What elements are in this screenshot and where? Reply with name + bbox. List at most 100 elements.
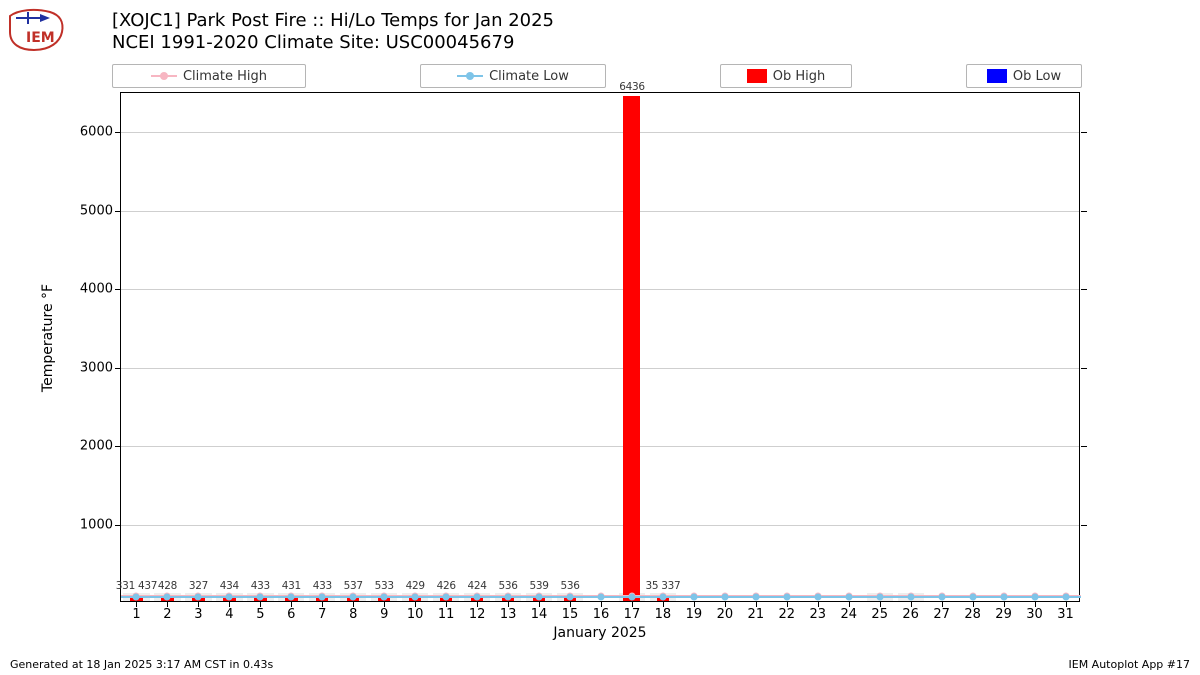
xtick-label: 9 <box>380 607 388 622</box>
ytick <box>115 211 121 212</box>
xtick-label: 20 <box>717 607 734 622</box>
climate-low-point <box>319 594 326 601</box>
climate-low-point <box>164 594 171 601</box>
x-axis-label: January 2025 <box>553 625 646 641</box>
xtick-label: 22 <box>779 607 796 622</box>
gridline <box>121 289 1079 290</box>
xtick-label: 15 <box>562 607 579 622</box>
climate-low-point <box>226 594 233 601</box>
climate-low-point <box>257 594 264 601</box>
climate-low-point <box>536 594 543 601</box>
climate-low-point <box>288 594 295 601</box>
legend-item: Climate High <box>112 64 306 88</box>
footer-app: IEM Autoplot App #17 <box>1069 658 1191 671</box>
obs-value-label: 331 437 <box>116 580 157 592</box>
gridline <box>121 368 1079 369</box>
obs-value-label: 536 <box>499 580 518 592</box>
climate-low-point <box>474 594 481 601</box>
xtick-label: 8 <box>349 607 357 622</box>
xtick-label: 17 <box>624 607 641 622</box>
obs-value-label: 431 <box>282 580 301 592</box>
obs-value-label: 536 <box>560 580 579 592</box>
xtick-label: 13 <box>500 607 517 622</box>
gridline <box>121 211 1079 212</box>
ytick-label: 4000 <box>80 282 113 297</box>
xtick-label: 28 <box>964 607 981 622</box>
y-axis-label: Temperature °F <box>40 283 56 391</box>
ytick-label: 5000 <box>80 203 113 218</box>
gridline <box>121 525 1079 526</box>
ytick <box>1081 132 1087 133</box>
xtick-label: 27 <box>933 607 950 622</box>
climate-low-point <box>1031 594 1038 601</box>
xtick-label: 3 <box>194 607 202 622</box>
climate-low-point <box>133 594 140 601</box>
title-line1: [XOJC1] Park Post Fire :: Hi/Lo Temps fo… <box>112 10 554 32</box>
climate-low-point <box>567 594 574 601</box>
ytick-label: 3000 <box>80 360 113 375</box>
obs-value-label: 424 <box>468 580 487 592</box>
obs-value-label: 327 <box>189 580 208 592</box>
climate-low-point <box>969 594 976 601</box>
ytick <box>1081 368 1087 369</box>
title-line2: NCEI 1991-2020 Climate Site: USC00045679 <box>112 32 554 54</box>
ytick <box>1081 446 1087 447</box>
ytick <box>115 368 121 369</box>
climate-low-point <box>1000 594 1007 601</box>
obs-value-label: 35 337 <box>645 580 680 592</box>
xtick-label: 21 <box>748 607 765 622</box>
xtick-label: 10 <box>407 607 424 622</box>
ytick <box>1081 525 1087 526</box>
climate-low-point <box>350 594 357 601</box>
climate-low-point <box>381 594 388 601</box>
xtick-label: 23 <box>809 607 826 622</box>
legend-label: Ob Low <box>1013 69 1061 84</box>
xtick-label: 19 <box>686 607 703 622</box>
xtick-label: 4 <box>225 607 233 622</box>
xtick-label: 29 <box>995 607 1012 622</box>
xtick-label: 5 <box>256 607 264 622</box>
climate-low-point <box>443 594 450 601</box>
legend-swatch <box>987 69 1007 83</box>
chart-title: [XOJC1] Park Post Fire :: Hi/Lo Temps fo… <box>112 10 554 53</box>
climate-low-point <box>505 594 512 601</box>
xtick-label: 2 <box>163 607 171 622</box>
obs-value-label: 434 <box>220 580 239 592</box>
climate-low-point <box>412 594 419 601</box>
climate-low-point <box>752 594 759 601</box>
obs-value-label: 428 <box>158 580 177 592</box>
climate-low-point <box>814 594 821 601</box>
legend-label: Climate High <box>183 69 267 84</box>
iem-logo: IEM <box>6 6 66 54</box>
xtick-label: 16 <box>593 607 610 622</box>
xtick-label: 31 <box>1057 607 1074 622</box>
climate-low-point <box>1062 594 1069 601</box>
climate-low-point <box>845 594 852 601</box>
xtick-label: 18 <box>655 607 672 622</box>
obs-value-label: 539 <box>529 580 548 592</box>
legend-item: Ob High <box>720 64 852 88</box>
ytick <box>115 525 121 526</box>
climate-low-point <box>783 594 790 601</box>
legend-item: Climate Low <box>420 64 606 88</box>
xtick-label: 25 <box>871 607 888 622</box>
ytick <box>1081 289 1087 290</box>
obs-value-label: 6436 <box>619 81 645 93</box>
obs-high-bar <box>623 96 640 601</box>
legend-marker <box>151 75 177 77</box>
ytick <box>115 132 121 133</box>
climate-low-point <box>876 594 883 601</box>
xtick-label: 1 <box>132 607 140 622</box>
ytick <box>1081 211 1087 212</box>
xtick-label: 11 <box>438 607 455 622</box>
ytick-label: 6000 <box>80 125 113 140</box>
climate-low-point <box>938 594 945 601</box>
obs-value-label: 429 <box>406 580 425 592</box>
xtick-label: 7 <box>318 607 326 622</box>
chart-plot-area: January 2025 100020003000400050006000123… <box>120 92 1080 602</box>
legend-item: Ob Low <box>966 64 1082 88</box>
ytick-label: 2000 <box>80 439 113 454</box>
legend-label: Climate Low <box>489 69 569 84</box>
ytick-label: 1000 <box>80 517 113 532</box>
climate-low-point <box>721 594 728 601</box>
